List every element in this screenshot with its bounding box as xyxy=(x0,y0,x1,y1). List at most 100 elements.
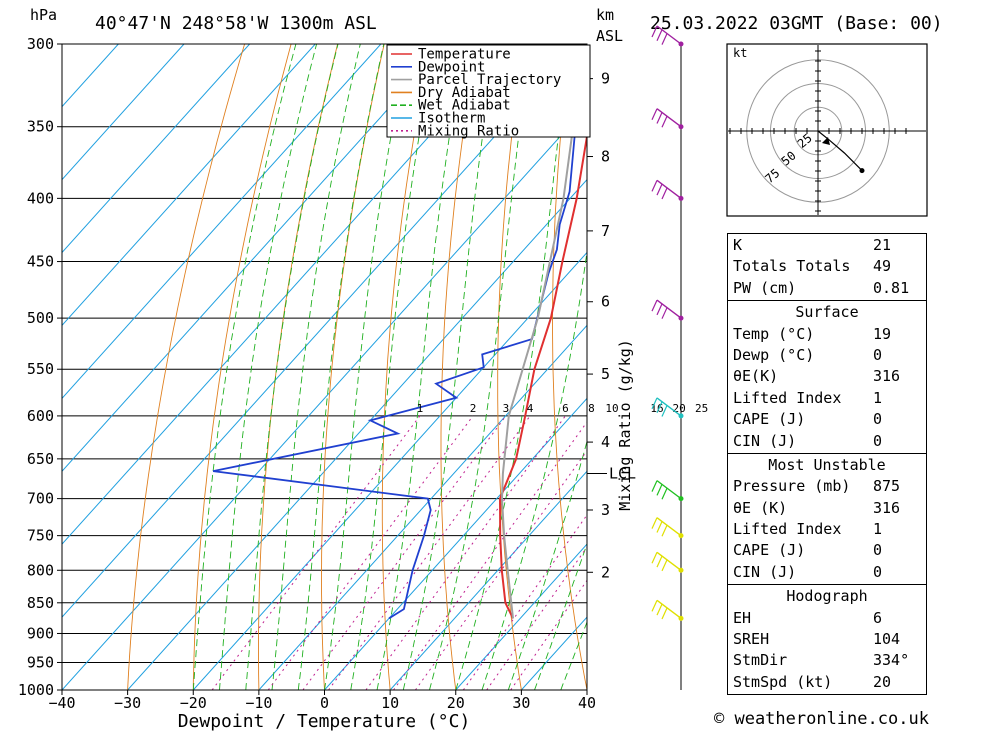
isotherm-line xyxy=(62,44,513,545)
hodograph-unit: kt xyxy=(733,46,747,60)
isotherm-line xyxy=(389,470,587,690)
barb-flag xyxy=(656,112,663,124)
x-tick-label: −30 xyxy=(114,694,141,712)
barb-flag xyxy=(661,116,668,128)
x-tick-label: 40 xyxy=(578,694,596,712)
barb-flag xyxy=(656,29,663,42)
chart-title: 40°47'N 248°58'W 1300m ASL xyxy=(95,13,377,34)
km-label: 8 xyxy=(601,148,610,166)
barb-flag xyxy=(651,552,658,564)
stat-row: CAPE (J) 0 xyxy=(728,540,926,561)
isotherm-line xyxy=(258,324,587,690)
mixing-ratio-line xyxy=(510,579,587,690)
stat-label: K xyxy=(733,236,743,254)
stat-value: 20 xyxy=(873,672,892,691)
pressure-label: 500 xyxy=(27,309,54,327)
wet-adiabat-line xyxy=(350,44,437,690)
stat-label: CAPE (J) xyxy=(733,410,806,429)
isotherm-line xyxy=(127,178,587,690)
hpa-label: hPa xyxy=(30,6,57,24)
section-title: Most Unstable xyxy=(768,455,886,474)
credit-link[interactable]: © weatheronline.co.uk xyxy=(714,709,929,729)
stat-row: θE (K) 316 xyxy=(728,498,926,519)
mixing-ratio-line xyxy=(328,415,531,690)
stats-surface: Surface Temp (°C) 19 Dewp (°C) 0 θE(K) 316 … xyxy=(727,301,927,454)
x-tick-label: 10 xyxy=(381,694,399,712)
isotherm-line xyxy=(62,44,579,618)
km-label: 9 xyxy=(601,70,610,88)
series-temperature xyxy=(498,130,587,619)
pressure-label: 300 xyxy=(27,35,54,53)
km-label: 5 xyxy=(601,365,610,383)
stats-hodograph: Hodograph EH 6 SREH 104 StmDir 334° StmSpd … xyxy=(727,585,927,696)
stat-label: EH xyxy=(733,608,752,627)
pressure-label: 900 xyxy=(27,625,54,643)
stat-value: 104 xyxy=(873,630,901,649)
stat-row: Dewp (°C) 0 xyxy=(728,345,926,366)
isotherm-line xyxy=(62,44,447,472)
barb-flag xyxy=(656,555,663,568)
barb-flag xyxy=(651,517,658,529)
pressure-label: 600 xyxy=(27,407,54,425)
stat-row: StmDir 334° xyxy=(728,650,926,671)
wet-adiabat-line xyxy=(376,44,466,690)
pressure-label: 450 xyxy=(27,253,54,271)
mixing-ratio-label: 6 xyxy=(562,402,569,415)
stat-label: PW (cm) xyxy=(733,278,797,297)
stat-label: θE(K) xyxy=(733,367,779,386)
grid-lines xyxy=(62,44,718,690)
stat-label: CAPE (J) xyxy=(733,541,806,560)
legend-label: Wet Adiabat xyxy=(418,98,511,114)
dry-adiabat-line xyxy=(657,44,718,690)
dry-adiabat-line xyxy=(440,44,478,690)
stat-label: Dewp (°C) xyxy=(733,345,815,364)
stat-label: Totals Totals xyxy=(733,257,851,276)
stat-value: 1 xyxy=(873,388,883,407)
mixing-ratio-axis-title: Mixing Ratio (g/kg) xyxy=(616,339,634,511)
barb-shaft xyxy=(656,397,682,417)
stat-row: Totals Totals 49 xyxy=(728,256,926,277)
stat-row: CAPE (J) 0 xyxy=(728,409,926,430)
x-tick-label: 0 xyxy=(320,694,329,712)
barb-flag xyxy=(661,524,668,537)
mixing-ratio-line xyxy=(486,546,587,690)
barb-flag xyxy=(661,487,668,500)
barb-flag xyxy=(656,484,663,496)
dry-adiabat-line xyxy=(321,44,385,690)
asl-label: ASL xyxy=(596,27,623,45)
barb-flag xyxy=(651,600,658,612)
legend-label: Parcel Trajectory xyxy=(418,72,561,88)
km-label: km xyxy=(596,6,614,24)
pressure-label: 850 xyxy=(27,594,54,612)
barb-shaft xyxy=(656,480,682,500)
barb-flag xyxy=(661,607,668,620)
barb-flag xyxy=(656,401,663,413)
wet-adiabat-line xyxy=(245,44,339,690)
hodograph-frame xyxy=(726,43,928,217)
stat-value: 316 xyxy=(873,498,901,517)
mixing-ratio-label: 8 xyxy=(588,402,595,415)
isotherm-line xyxy=(62,44,119,108)
mixing-ratio-label: 20 xyxy=(672,402,685,415)
wet-adiabat-line xyxy=(324,44,410,690)
hodograph-end-dot xyxy=(859,168,865,174)
section-title: Surface xyxy=(795,303,859,322)
stat-row: CIN (J) 0 xyxy=(728,431,926,452)
axis-layer: 1 2 3 4 6 8 10 16 20 2530035040045050055060065070… xyxy=(18,35,708,712)
barb-flag xyxy=(651,299,658,312)
isotherm-line xyxy=(455,543,587,690)
barb-shaft xyxy=(656,299,682,319)
series-layer xyxy=(212,44,587,620)
barb-flag xyxy=(661,405,668,417)
dry-adiabat-line xyxy=(127,44,246,690)
wet-adiabat-line xyxy=(271,44,361,690)
stat-value: 19 xyxy=(873,324,892,343)
stat-value: 49 xyxy=(873,257,892,276)
pressure-label: 650 xyxy=(27,450,54,468)
stat-value: 0 xyxy=(873,345,883,364)
dry-adiabat-line xyxy=(497,44,525,690)
mixing-ratio-label: 4 xyxy=(527,402,534,415)
